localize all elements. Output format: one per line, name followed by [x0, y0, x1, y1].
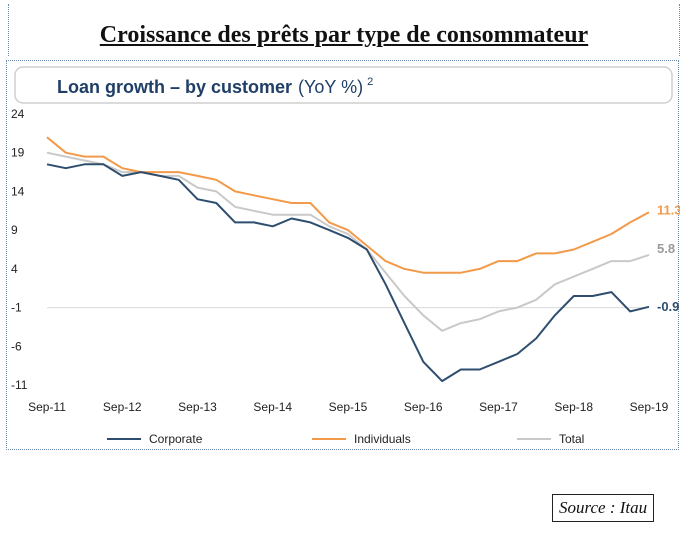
chart-title-main: Loan growth – by customer — [57, 77, 292, 97]
y-tick-label: 19 — [11, 146, 25, 160]
legend-label-total: Total — [559, 432, 584, 446]
end-label-individuals: 11.3 — [657, 202, 680, 217]
legend-label-corporate: Corporate — [149, 432, 203, 446]
y-tick-label: -11 — [11, 378, 28, 392]
x-tick-label: Sep-18 — [554, 400, 593, 414]
series-line-individuals — [46, 136, 650, 274]
x-tick-label: Sep-12 — [103, 400, 142, 414]
title-box: Croissance des prêts par type de consomm… — [8, 4, 680, 56]
loan-growth-chart: Loan growth – by customer (YoY %) 2 24 19 14… — [11, 66, 680, 446]
x-tick-label: Sep-15 — [329, 400, 368, 414]
series-line-corporate — [46, 163, 650, 383]
chart-title: Loan growth – by customer (YoY %) 2 — [57, 76, 373, 97]
y-tick-label: -6 — [11, 339, 22, 353]
chart-frame: Loan growth – by customer (YoY %) 2 24 19 14… — [6, 60, 680, 450]
y-tick-label: -1 — [11, 301, 22, 315]
y-tick-label: 24 — [11, 107, 25, 121]
chart-title-frame — [14, 66, 673, 104]
y-tick-label: 4 — [11, 262, 18, 276]
x-tick-label: Sep-13 — [178, 400, 217, 414]
x-tick-label: Sep-19 — [630, 400, 669, 414]
y-tick-label: 9 — [11, 223, 18, 237]
source-label: Source : Itau — [552, 494, 655, 522]
y-tick-label: 14 — [11, 184, 25, 198]
x-tick-label: Sep-16 — [404, 400, 443, 414]
end-label-corporate: -0.9 — [657, 299, 679, 314]
chart-title-superscript: 2 — [367, 76, 373, 88]
end-label-total: 5.8 — [657, 241, 675, 256]
series-line-total — [46, 151, 650, 332]
x-tick-label: Sep-17 — [479, 400, 518, 414]
page-title: Croissance des prêts par type de consomm… — [99, 22, 589, 48]
x-tick-label: Sep-14 — [253, 400, 292, 414]
chart-title-unit: (YoY %) — [298, 77, 363, 97]
legend-label-individuals: Individuals — [354, 432, 411, 446]
x-tick-label: Sep-11 — [28, 400, 66, 414]
